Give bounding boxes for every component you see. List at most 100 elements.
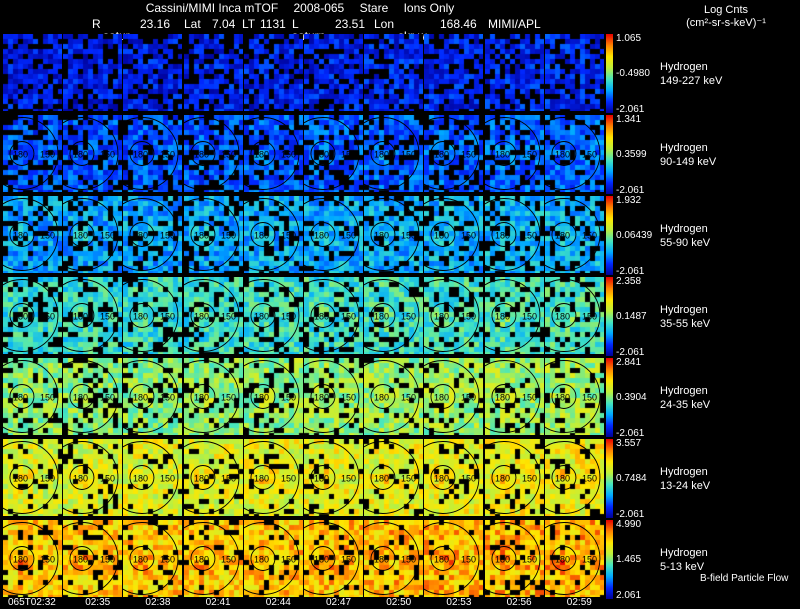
title-date: 2008-065 (293, 1, 345, 15)
contour-overlay: 180 150 (424, 441, 480, 514)
contour-label-outer: 150 (160, 231, 175, 241)
heatmap-panel (484, 34, 544, 111)
contour-overlay: 180 150 (63, 360, 119, 433)
contour-line (250, 384, 276, 409)
lon-label: Lon (374, 17, 395, 31)
contour-line (123, 360, 179, 433)
energy-row: 180 150 180 150 180 150 180 150 180 150 180 150 180 1… (0, 520, 604, 599)
contour-line (364, 360, 420, 433)
contour-label-inner: 180 (495, 312, 510, 322)
contour-line (69, 384, 95, 409)
contour-line (551, 141, 577, 166)
heatmap-cells (243, 439, 303, 516)
contour-overlay: 180 150 (364, 117, 420, 190)
contour-label-inner: 180 (434, 150, 449, 160)
contour-label-inner: 180 (434, 474, 449, 484)
title-instrument: Cassini/MIMI Inca mTOF (145, 1, 279, 15)
colorbar-title-line1: Log Cnts (703, 4, 749, 16)
lon-value: 168.46 (440, 17, 477, 31)
heatmap-cells (3, 520, 62, 597)
heatmap-cells (364, 34, 424, 111)
contour-line (544, 117, 601, 190)
energy-row (0, 34, 604, 113)
contour-line (123, 279, 179, 352)
contour-overlay: 180 150 (3, 198, 59, 271)
contour-line (123, 198, 179, 271)
heatmap-panel: 180 150 (183, 115, 243, 192)
contour-label-outer: 150 (160, 393, 175, 403)
contour-label-inner: 180 (194, 474, 209, 484)
heatmap-cells (63, 277, 123, 354)
heatmap-panel: 180 150 (304, 358, 364, 435)
contour-label-outer: 150 (341, 150, 356, 160)
contour-line (63, 360, 119, 433)
heatmap-panel: 180 150 (63, 277, 123, 354)
contour-label-outer: 150 (341, 312, 356, 322)
contour-label-outer: 150 (582, 312, 597, 322)
contour-overlay: 180 150 (484, 522, 540, 595)
contour-line (310, 384, 336, 409)
heatmap-panel (243, 34, 303, 111)
heatmap-panel: 180 150 (424, 358, 484, 435)
contour-label-inner: 180 (133, 312, 148, 322)
time-tick-label: 02:38 (145, 597, 171, 608)
contour-line (551, 303, 577, 328)
contour-overlay: 180 150 (304, 279, 360, 352)
energy-row: 180 150 180 150 180 150 180 150 180 150 180 150 180 1… (0, 358, 604, 437)
contour-label-outer: 150 (522, 312, 537, 322)
heatmap-cells (484, 358, 544, 435)
heatmap-cells (183, 196, 243, 273)
colorbar-mid-label: 0.06439 (616, 229, 653, 241)
heatmap-cells (544, 115, 604, 192)
contour-line (3, 279, 59, 352)
contour-overlay: 180 150 (243, 441, 300, 514)
colorbar-mid-label: 0.1487 (616, 310, 647, 322)
contour-label-outer: 150 (281, 555, 296, 565)
heatmap-panel: 180 150 (484, 115, 544, 192)
contour-line (63, 522, 119, 595)
lt-value: 1131 (260, 17, 286, 31)
contour-label-inner: 180 (73, 393, 88, 403)
contour-label-outer: 150 (522, 555, 537, 565)
contour-line (364, 441, 420, 514)
contour-line (544, 441, 601, 514)
contour-line (364, 117, 420, 190)
energy-range: 24-35 keV (660, 398, 711, 411)
time-tick-label: 02:41 (205, 597, 231, 608)
contour-line (190, 384, 215, 409)
heatmap-cells (243, 115, 303, 192)
contour-line (123, 522, 179, 595)
contour-label-inner: 180 (374, 231, 389, 241)
heatmap-panel: 180 150 (424, 277, 484, 354)
colorbar (606, 196, 613, 275)
species-name: Hydrogen (660, 222, 708, 235)
heatmap-panel: 180 150 (424, 115, 484, 192)
heatmap-cells (123, 358, 183, 435)
contour-line (183, 117, 239, 190)
title-mode: Stare (359, 1, 389, 15)
contour-line (243, 522, 300, 595)
contour-line (129, 465, 155, 490)
contour-label-outer: 150 (522, 393, 537, 403)
contour-line (370, 384, 396, 409)
contour-overlay: 180 150 (364, 441, 420, 514)
contour-overlay: 180 150 (183, 441, 239, 514)
energy-row: 180 150 180 150 180 150 180 150 180 150 180 150 180 1… (0, 277, 604, 356)
heatmap-cells (63, 34, 123, 111)
heatmap-cells (304, 358, 363, 435)
contour-label-outer: 150 (100, 555, 115, 565)
species-name: Hydrogen (660, 141, 708, 154)
contour-overlay: 180 150 (544, 198, 601, 271)
contour-overlay: 180 150 (123, 279, 179, 352)
contour-label-inner: 180 (434, 555, 449, 565)
contour-label-inner: 180 (555, 474, 570, 484)
contour-line (63, 441, 119, 514)
colorbar-mid-label: 1.465 (616, 553, 642, 565)
contour-overlay: 180 150 (544, 360, 601, 433)
contour-overlay: 180 150 (544, 279, 601, 352)
heatmap-cells (63, 439, 123, 516)
contour-label-inner: 180 (13, 474, 28, 484)
contour-line (484, 360, 540, 433)
contour-overlay: 180 150 (183, 522, 239, 595)
contour-line (190, 465, 215, 490)
